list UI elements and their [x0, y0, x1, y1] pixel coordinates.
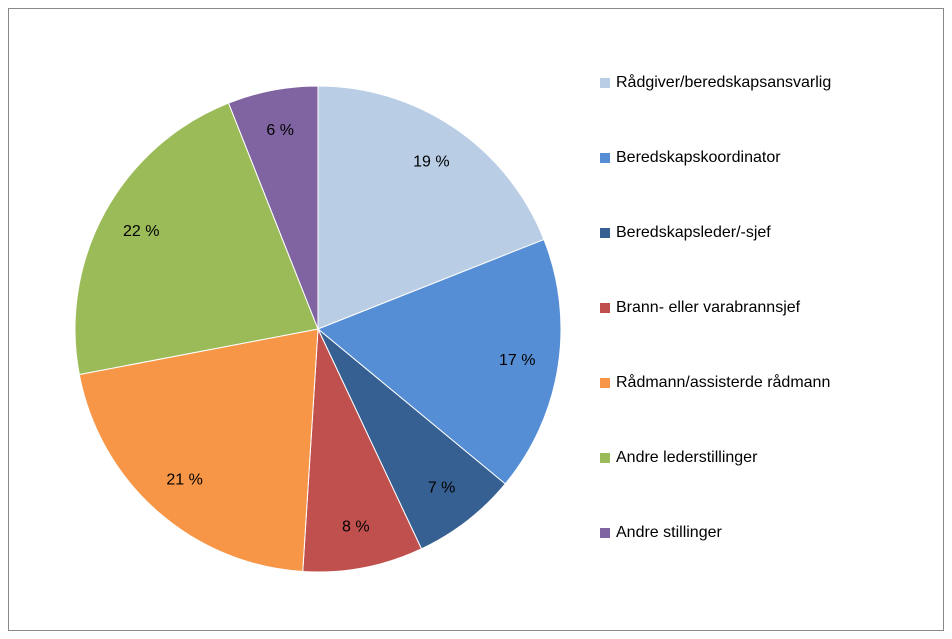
- legend-label: Beredskapskoordinator: [616, 149, 781, 166]
- legend-label: Brann- eller varabrannsjef: [616, 299, 801, 316]
- pie-slice: [302, 328, 423, 573]
- legend-label: Rådgiver/beredskapsansvarlig: [616, 73, 831, 91]
- data-label: 21 %: [166, 472, 202, 489]
- data-label: 22 %: [123, 223, 159, 240]
- legend-swatch: [600, 453, 610, 463]
- legend-swatch: [600, 153, 610, 163]
- legend-label: Beredskapsleder/-sjef: [616, 224, 771, 241]
- data-label: 7 %: [428, 480, 456, 497]
- pie-slice: [78, 328, 319, 573]
- legend-swatch: [600, 378, 610, 388]
- legend-label: Rådmann/assisterde rådmann: [616, 373, 830, 391]
- pie-slice: [317, 85, 545, 330]
- pie-slice: [317, 328, 506, 550]
- data-label: 6 %: [266, 122, 294, 139]
- data-label: 19 %: [413, 153, 449, 170]
- legend-swatch: [600, 303, 610, 313]
- data-label: 8 %: [342, 518, 370, 535]
- legend-label: Andre lederstillinger: [616, 449, 758, 466]
- pie-slice: [74, 102, 319, 376]
- legend-label: Andre stillinger: [616, 524, 723, 541]
- pie-slice: [317, 238, 562, 485]
- legend-swatch: [600, 78, 610, 88]
- data-label: 17 %: [499, 352, 535, 369]
- legend-swatch: [600, 528, 610, 538]
- legend-swatch: [600, 228, 610, 238]
- pie-slice: [227, 85, 319, 330]
